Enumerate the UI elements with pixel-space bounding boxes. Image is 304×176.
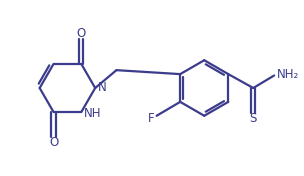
- Text: O: O: [49, 136, 58, 149]
- Text: NH₂: NH₂: [277, 68, 299, 81]
- Text: N: N: [98, 80, 107, 93]
- Text: S: S: [250, 112, 257, 125]
- Text: F: F: [148, 112, 155, 125]
- Text: NH: NH: [84, 106, 102, 120]
- Text: O: O: [77, 27, 86, 40]
